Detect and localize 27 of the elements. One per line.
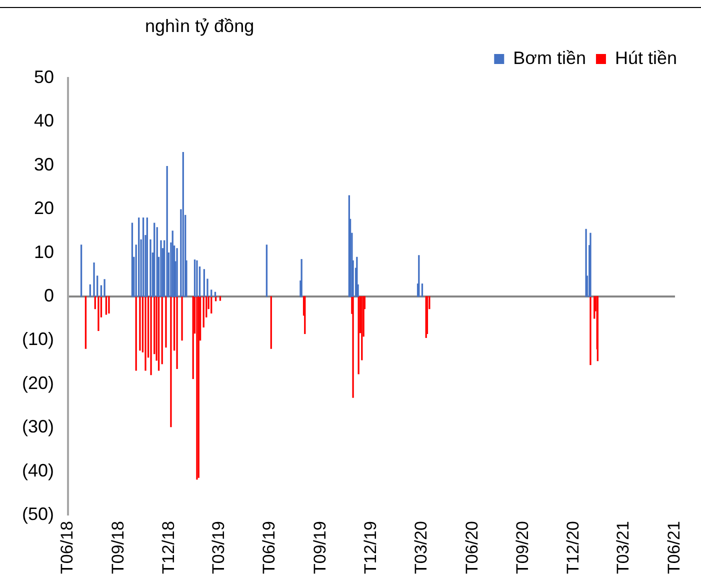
x-tick-label: T12/19 [360,521,380,574]
y-tick-label: (50) [22,504,54,524]
y-tick-label: 10 [34,242,54,262]
y-tick-label: (20) [22,372,54,393]
y-tick-label: 40 [34,110,54,131]
y-tick-label: 0 [44,286,54,306]
legend-label: Bơm tiền [513,48,586,68]
x-tick-label: T06/21 [664,521,684,574]
y-tick-label: (10) [22,329,54,350]
x-tick-label: T06/19 [260,521,279,574]
x-tick-label: T09/20 [513,521,532,574]
y-tick-label: 30 [34,154,54,174]
y-tick-label: (40) [22,460,54,480]
x-tick-label: T06/18 [58,521,77,574]
x-tick-label: T03/20 [411,521,430,574]
y-tick-label: (30) [22,416,54,437]
x-tick-label: T03/21 [613,521,632,574]
y-tick-label: 50 [34,66,54,87]
x-tick-label: T09/19 [310,521,330,574]
x-tick-label: T09/18 [108,521,128,574]
y-tick-label: 20 [34,198,54,218]
x-tick-label: T12/18 [158,521,178,574]
legend-label: Hút tiền [614,48,678,68]
x-tick-label: T06/20 [462,521,482,574]
y-axis-title: nghìn tỷ đồng [145,16,254,37]
x-tick-label: T12/20 [564,521,583,574]
x-tick-label: T03/19 [208,521,228,574]
